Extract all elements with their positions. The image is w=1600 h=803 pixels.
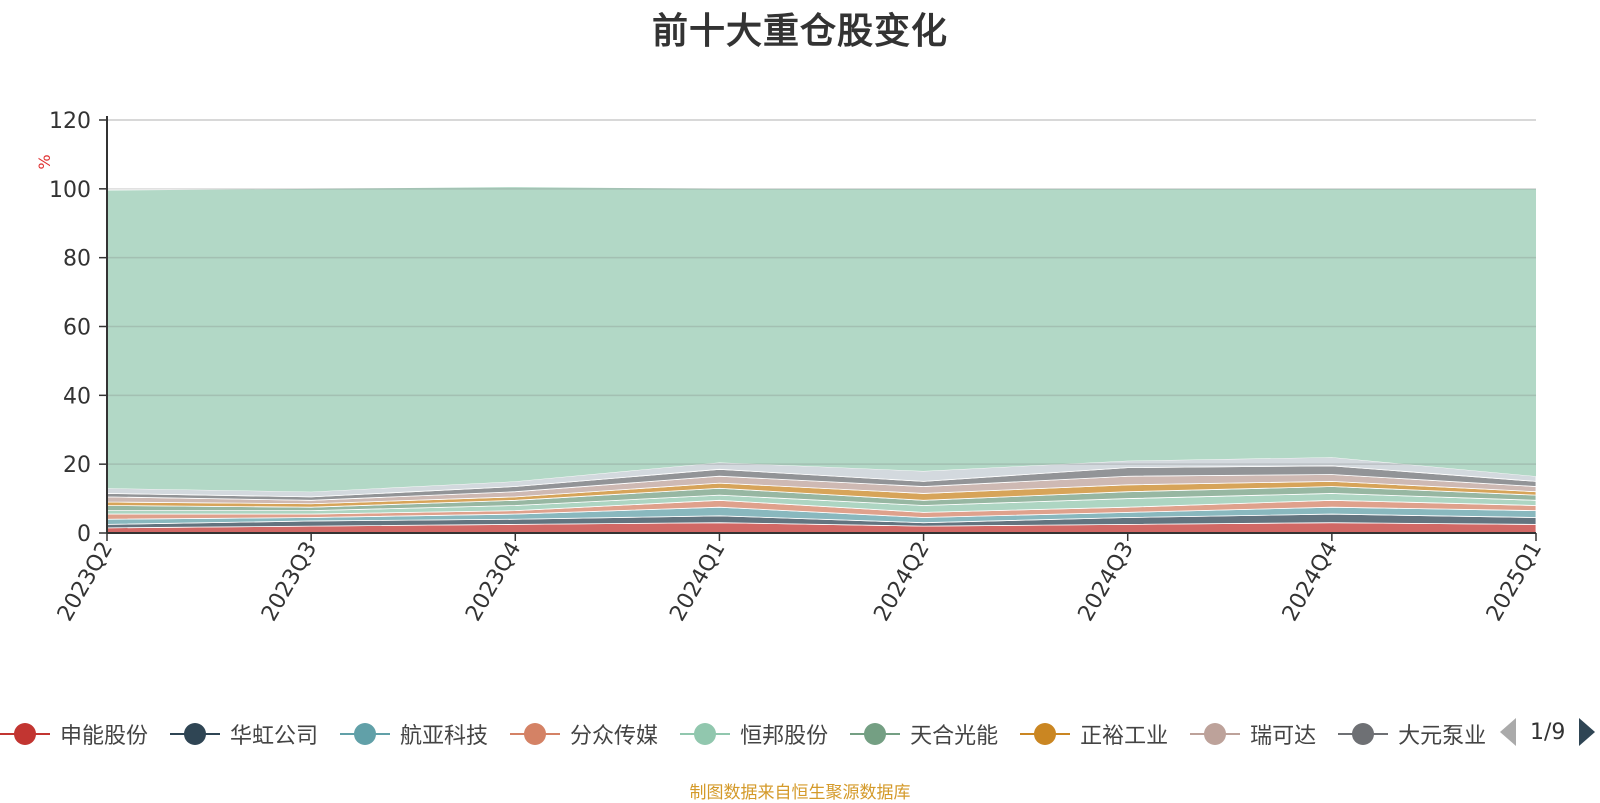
legend-marker-icon	[1338, 723, 1389, 745]
x-tick-label: 2024Q3	[1074, 538, 1139, 626]
legend-page-indicator: 1/9	[1530, 719, 1566, 745]
legend: 申能股份 华虹公司 航亚科技 分众传媒 恒邦股份 天合光能 正裕工业 瑞可达 大元泵业	[0, 716, 1600, 752]
legend-pager: 1/9	[1500, 718, 1596, 746]
legend-item[interactable]: 华虹公司	[170, 718, 318, 750]
legend-item[interactable]: 大元泵业	[1338, 718, 1486, 750]
legend-marker-icon	[1190, 723, 1241, 745]
x-tick-label: 2023Q3	[257, 538, 322, 626]
y-tick-label: 60	[63, 316, 91, 341]
legend-label: 瑞可达	[1250, 724, 1317, 749]
legend-marker-icon	[850, 723, 901, 745]
legend-prev-arrow-icon[interactable]	[1500, 718, 1516, 746]
y-axis-label: %	[35, 154, 54, 169]
legend-marker-dot	[14, 723, 36, 745]
legend-item[interactable]: 天合光能	[850, 718, 998, 750]
legend-label: 分众传媒	[570, 724, 659, 749]
legend-marker-icon	[680, 723, 731, 745]
x-tick-label: 2024Q2	[869, 538, 934, 626]
y-tick-label: 80	[63, 247, 91, 272]
legend-marker-icon	[340, 723, 391, 745]
legend-item[interactable]: 恒邦股份	[680, 718, 828, 750]
legend-marker-icon	[510, 723, 561, 745]
legend-marker-dot	[184, 723, 207, 745]
legend-items: 申能股份 华虹公司 航亚科技 分众传媒 恒邦股份 天合光能 正裕工业 瑞可达 大元泵业	[0, 718, 1498, 750]
legend-marker-dot	[354, 723, 377, 745]
legend-marker-dot	[864, 723, 887, 745]
legend-item[interactable]: 航亚科技	[340, 718, 488, 750]
y-tick-label: 20	[63, 453, 91, 478]
y-tick-label: 0	[77, 522, 91, 547]
y-tick-label: 40	[63, 384, 91, 409]
legend-label: 正裕工业	[1080, 724, 1169, 749]
legend-item[interactable]: 瑞可达	[1190, 718, 1316, 750]
legend-marker-icon	[0, 723, 50, 745]
legend-next-arrow-icon[interactable]	[1579, 718, 1596, 746]
area-series-9	[106, 456, 1537, 498]
legend-label: 申能股份	[60, 724, 149, 749]
x-tick-label: 2023Q4	[461, 538, 526, 626]
y-tick-label: 100	[49, 178, 91, 203]
x-tick-label: 2024Q1	[665, 538, 730, 626]
legend-marker-icon	[1020, 723, 1071, 745]
legend-marker-dot	[1034, 723, 1057, 745]
area-series-10	[107, 187, 1536, 492]
legend-label: 华虹公司	[230, 724, 319, 749]
x-tick-label: 2023Q2	[53, 538, 118, 626]
legend-label: 恒邦股份	[740, 724, 829, 749]
legend-label: 天合光能	[910, 724, 999, 749]
legend-label: 大元泵业	[1398, 724, 1487, 749]
legend-item[interactable]: 申能股份	[0, 718, 148, 750]
x-tick-label: 2025Q1	[1482, 538, 1547, 626]
legend-item[interactable]: 分众传媒	[510, 718, 658, 750]
data-source-note: 制图数据来自恒生聚源数据库	[689, 783, 911, 803]
y-tick-label: 120	[49, 109, 91, 134]
legend-marker-dot	[1352, 723, 1375, 745]
legend-marker-dot	[1204, 723, 1227, 745]
legend-marker-icon	[170, 723, 221, 745]
chart-title: 前十大重仓股变化	[651, 11, 948, 52]
x-tick-label: 2024Q4	[1278, 538, 1343, 626]
legend-label: 航亚科技	[400, 724, 489, 749]
legend-marker-dot	[524, 723, 547, 745]
legend-marker-dot	[694, 723, 717, 745]
legend-item[interactable]: 正裕工业	[1020, 718, 1168, 750]
